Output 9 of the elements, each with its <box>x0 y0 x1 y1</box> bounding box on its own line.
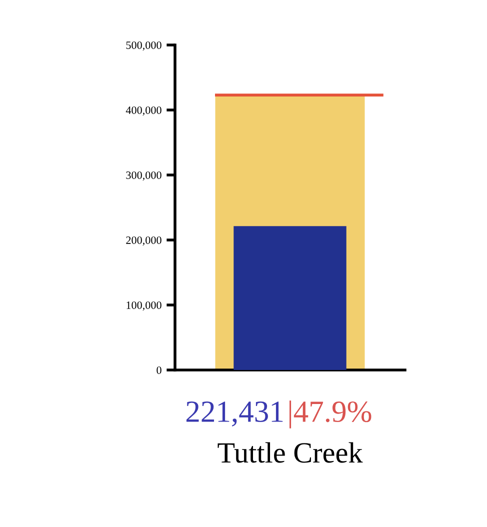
text: |47.9% <box>290 400 372 428</box>
y-tick-label: 100,000 <box>126 301 162 311</box>
y-tick-label: 300,000 <box>126 171 162 181</box>
y-tick-label: 200,000 <box>126 236 162 246</box>
y-tick-label: 500,000 <box>126 41 162 51</box>
y-tick-label: 400,000 <box>126 106 162 116</box>
x-tick-label: Tuttle Creek <box>218 442 363 463</box>
y-tick-label: 0 <box>156 366 162 374</box>
data-label: 221,431 <box>186 402 283 426</box>
